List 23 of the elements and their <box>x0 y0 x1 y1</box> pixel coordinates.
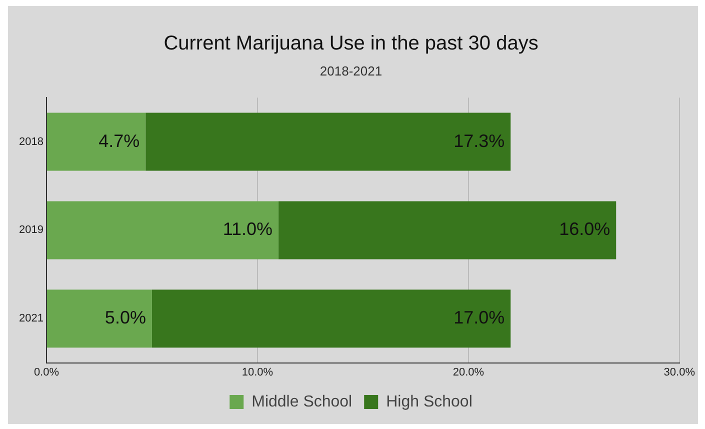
y-tick-label: 2019 <box>18 224 44 236</box>
bar <box>278 201 616 260</box>
x-tick-label: 20.0% <box>452 366 484 378</box>
bar <box>46 112 146 171</box>
y-tick-label: 2018 <box>18 136 44 148</box>
legend-label: High School <box>386 393 472 410</box>
bar <box>146 112 511 171</box>
data-label: 4.7% <box>98 130 140 151</box>
data-label: 17.3% <box>454 130 505 151</box>
x-tick-label: 30.0% <box>664 366 696 378</box>
bar <box>46 290 152 348</box>
x-tick-label: 0.0% <box>34 366 60 378</box>
bar <box>46 201 279 260</box>
data-label: 11.0% <box>222 219 273 240</box>
bar <box>152 290 511 348</box>
legend-label: Middle School <box>252 393 352 410</box>
data-label: 5.0% <box>104 308 146 328</box>
data-label: 17.0% <box>454 308 505 328</box>
x-tick-label: 10.0% <box>242 366 274 378</box>
chart-subtitle: 2018-2021 <box>320 63 382 78</box>
data-label: 16.0% <box>559 219 610 240</box>
y-tick-label: 2021 <box>18 312 44 325</box>
chart-title: Current Marijuana Use in the past 30 days <box>164 32 538 55</box>
